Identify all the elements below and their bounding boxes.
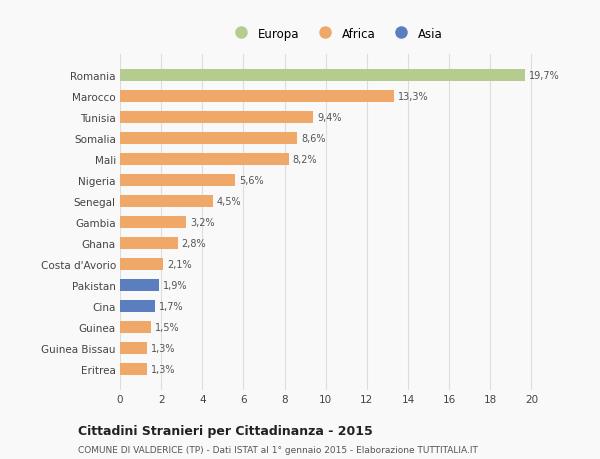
Bar xyxy=(120,322,151,333)
Bar xyxy=(120,301,155,312)
Text: 2,8%: 2,8% xyxy=(182,239,206,248)
Text: 2,1%: 2,1% xyxy=(167,259,192,269)
Bar xyxy=(120,91,394,103)
Text: 5,6%: 5,6% xyxy=(239,176,264,186)
Text: 1,3%: 1,3% xyxy=(151,364,175,374)
Bar xyxy=(120,238,178,249)
Bar xyxy=(120,112,313,123)
Bar xyxy=(120,342,147,354)
Legend: Europa, Africa, Asia: Europa, Africa, Asia xyxy=(229,28,443,40)
Text: 9,4%: 9,4% xyxy=(317,113,342,123)
Bar xyxy=(120,217,186,229)
Text: 1,7%: 1,7% xyxy=(159,302,184,311)
Text: 13,3%: 13,3% xyxy=(398,92,428,102)
Text: COMUNE DI VALDERICE (TP) - Dati ISTAT al 1° gennaio 2015 - Elaborazione TUTTITAL: COMUNE DI VALDERICE (TP) - Dati ISTAT al… xyxy=(78,445,478,454)
Bar xyxy=(120,196,212,207)
Text: 8,6%: 8,6% xyxy=(301,134,326,144)
Text: 8,2%: 8,2% xyxy=(293,155,317,165)
Text: 3,2%: 3,2% xyxy=(190,218,215,228)
Bar xyxy=(120,133,297,145)
Bar xyxy=(120,259,163,270)
Bar xyxy=(120,154,289,166)
Text: 1,9%: 1,9% xyxy=(163,280,188,291)
Bar xyxy=(120,280,159,291)
Bar xyxy=(120,175,235,186)
Text: 1,5%: 1,5% xyxy=(155,322,179,332)
Bar xyxy=(120,70,525,82)
Text: Cittadini Stranieri per Cittadinanza - 2015: Cittadini Stranieri per Cittadinanza - 2… xyxy=(78,425,373,437)
Text: 19,7%: 19,7% xyxy=(529,71,560,81)
Text: 4,5%: 4,5% xyxy=(217,197,241,207)
Text: 1,3%: 1,3% xyxy=(151,343,175,353)
Bar xyxy=(120,364,147,375)
